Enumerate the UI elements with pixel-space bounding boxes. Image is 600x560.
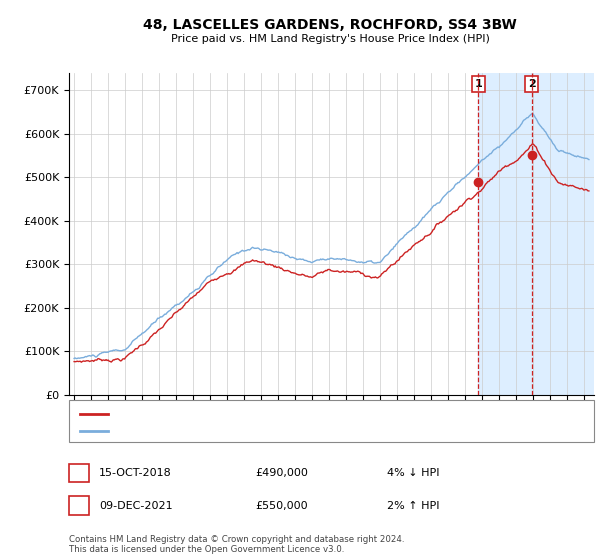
Text: 09-DEC-2021: 09-DEC-2021: [99, 501, 173, 511]
Text: £550,000: £550,000: [255, 501, 308, 511]
Text: 2: 2: [75, 501, 83, 511]
Text: Price paid vs. HM Land Registry's House Price Index (HPI): Price paid vs. HM Land Registry's House …: [170, 34, 490, 44]
Text: 48, LASCELLES GARDENS, ROCHFORD, SS4 3BW: 48, LASCELLES GARDENS, ROCHFORD, SS4 3BW: [143, 18, 517, 32]
Text: Contains HM Land Registry data © Crown copyright and database right 2024.
This d: Contains HM Land Registry data © Crown c…: [69, 535, 404, 554]
Text: HPI: Average price, detached house, Rochford: HPI: Average price, detached house, Roch…: [115, 426, 355, 436]
Text: 15-OCT-2018: 15-OCT-2018: [99, 468, 172, 478]
Text: 2% ↑ HPI: 2% ↑ HPI: [387, 501, 439, 511]
Text: 1: 1: [75, 468, 83, 478]
Text: 2: 2: [528, 79, 536, 89]
Text: £490,000: £490,000: [255, 468, 308, 478]
Text: 48, LASCELLES GARDENS, ROCHFORD, SS4 3BW (detached house): 48, LASCELLES GARDENS, ROCHFORD, SS4 3BW…: [115, 409, 463, 419]
Text: 4% ↓ HPI: 4% ↓ HPI: [387, 468, 439, 478]
Bar: [478, 73, 594, 395]
Text: 1: 1: [475, 79, 482, 89]
